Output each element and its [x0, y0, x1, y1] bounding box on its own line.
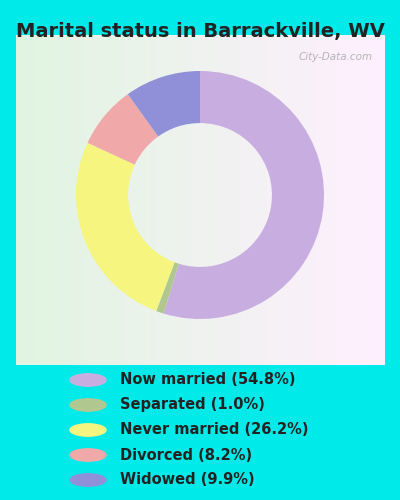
- Text: Separated (1.0%): Separated (1.0%): [120, 398, 265, 412]
- Text: City-Data.com: City-Data.com: [299, 52, 373, 62]
- Circle shape: [70, 399, 106, 411]
- Text: Never married (26.2%): Never married (26.2%): [120, 422, 308, 438]
- Circle shape: [70, 374, 106, 386]
- Circle shape: [70, 474, 106, 486]
- Text: Widowed (9.9%): Widowed (9.9%): [120, 472, 255, 488]
- Text: Now married (54.8%): Now married (54.8%): [120, 372, 296, 388]
- Text: Divorced (8.2%): Divorced (8.2%): [120, 448, 252, 462]
- Text: Marital status in Barrackville, WV: Marital status in Barrackville, WV: [16, 22, 384, 42]
- Wedge shape: [156, 262, 179, 314]
- Circle shape: [70, 424, 106, 436]
- Wedge shape: [76, 143, 175, 311]
- Wedge shape: [88, 94, 158, 164]
- Circle shape: [70, 449, 106, 461]
- Wedge shape: [164, 71, 324, 319]
- Wedge shape: [128, 71, 200, 136]
